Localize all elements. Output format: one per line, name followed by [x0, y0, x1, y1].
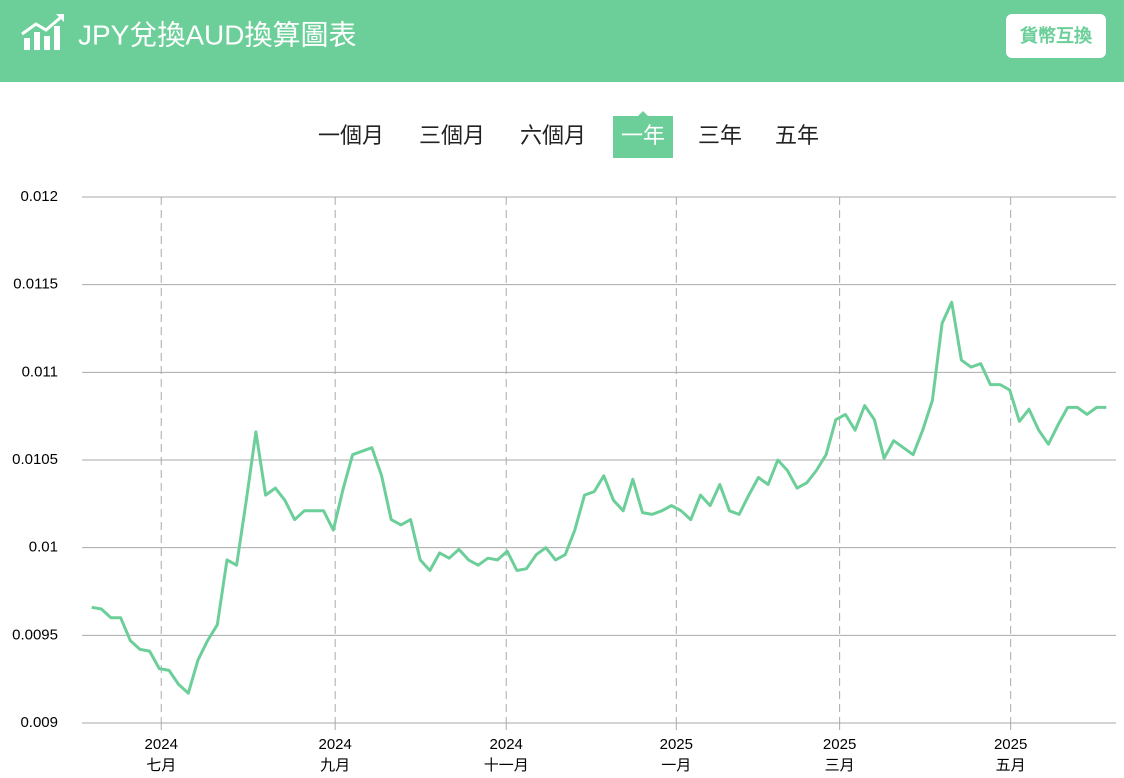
x-tick-label: 七月 — [146, 757, 176, 774]
tab[interactable]: 五年 — [775, 123, 819, 148]
x-tick-label: 十一月 — [484, 757, 529, 774]
x-tick-label: 五月 — [996, 757, 1026, 774]
x-tick-label: 2025 — [823, 736, 856, 753]
y-tick-label: 0.01 — [29, 539, 58, 556]
y-tick-label: 0.009 — [20, 714, 58, 731]
tab[interactable]: 三年 — [698, 123, 742, 148]
swap-button[interactable] — [1006, 14, 1106, 58]
price-line — [91, 300, 1107, 695]
x-tick-label: 2024 — [145, 736, 178, 753]
tab[interactable]: 三個月 — [419, 123, 485, 148]
tab[interactable]: 六個月 — [520, 123, 586, 148]
swap-button-label[interactable]: 貨幣互換 — [1020, 25, 1093, 46]
page-title: JPY兌換AUD換算圖表 — [78, 19, 356, 50]
y-tick-label: 0.0115 — [13, 276, 58, 293]
tab-pointer — [638, 111, 648, 116]
tab-highlight — [613, 116, 673, 158]
x-tick-label: 九月 — [320, 757, 350, 774]
x-tick-label: 三月 — [825, 757, 855, 774]
logo-icon — [21, 14, 64, 50]
y-tick-label: 0.012 — [20, 188, 58, 205]
tab[interactable]: 一個月 — [318, 123, 384, 148]
x-tick-label: 2024 — [490, 736, 523, 753]
x-tick-label: 2024 — [318, 736, 351, 753]
x-tick-label: 2025 — [660, 736, 693, 753]
header-bar — [0, 0, 1124, 82]
x-tick-label: 2025 — [994, 736, 1027, 753]
x-tick-label: 一月 — [661, 757, 691, 774]
y-tick-label: 0.0095 — [12, 626, 58, 643]
tab[interactable]: 一年 — [621, 123, 665, 148]
y-tick-label: 0.0105 — [12, 451, 58, 468]
y-tick-label: 0.011 — [22, 363, 58, 380]
